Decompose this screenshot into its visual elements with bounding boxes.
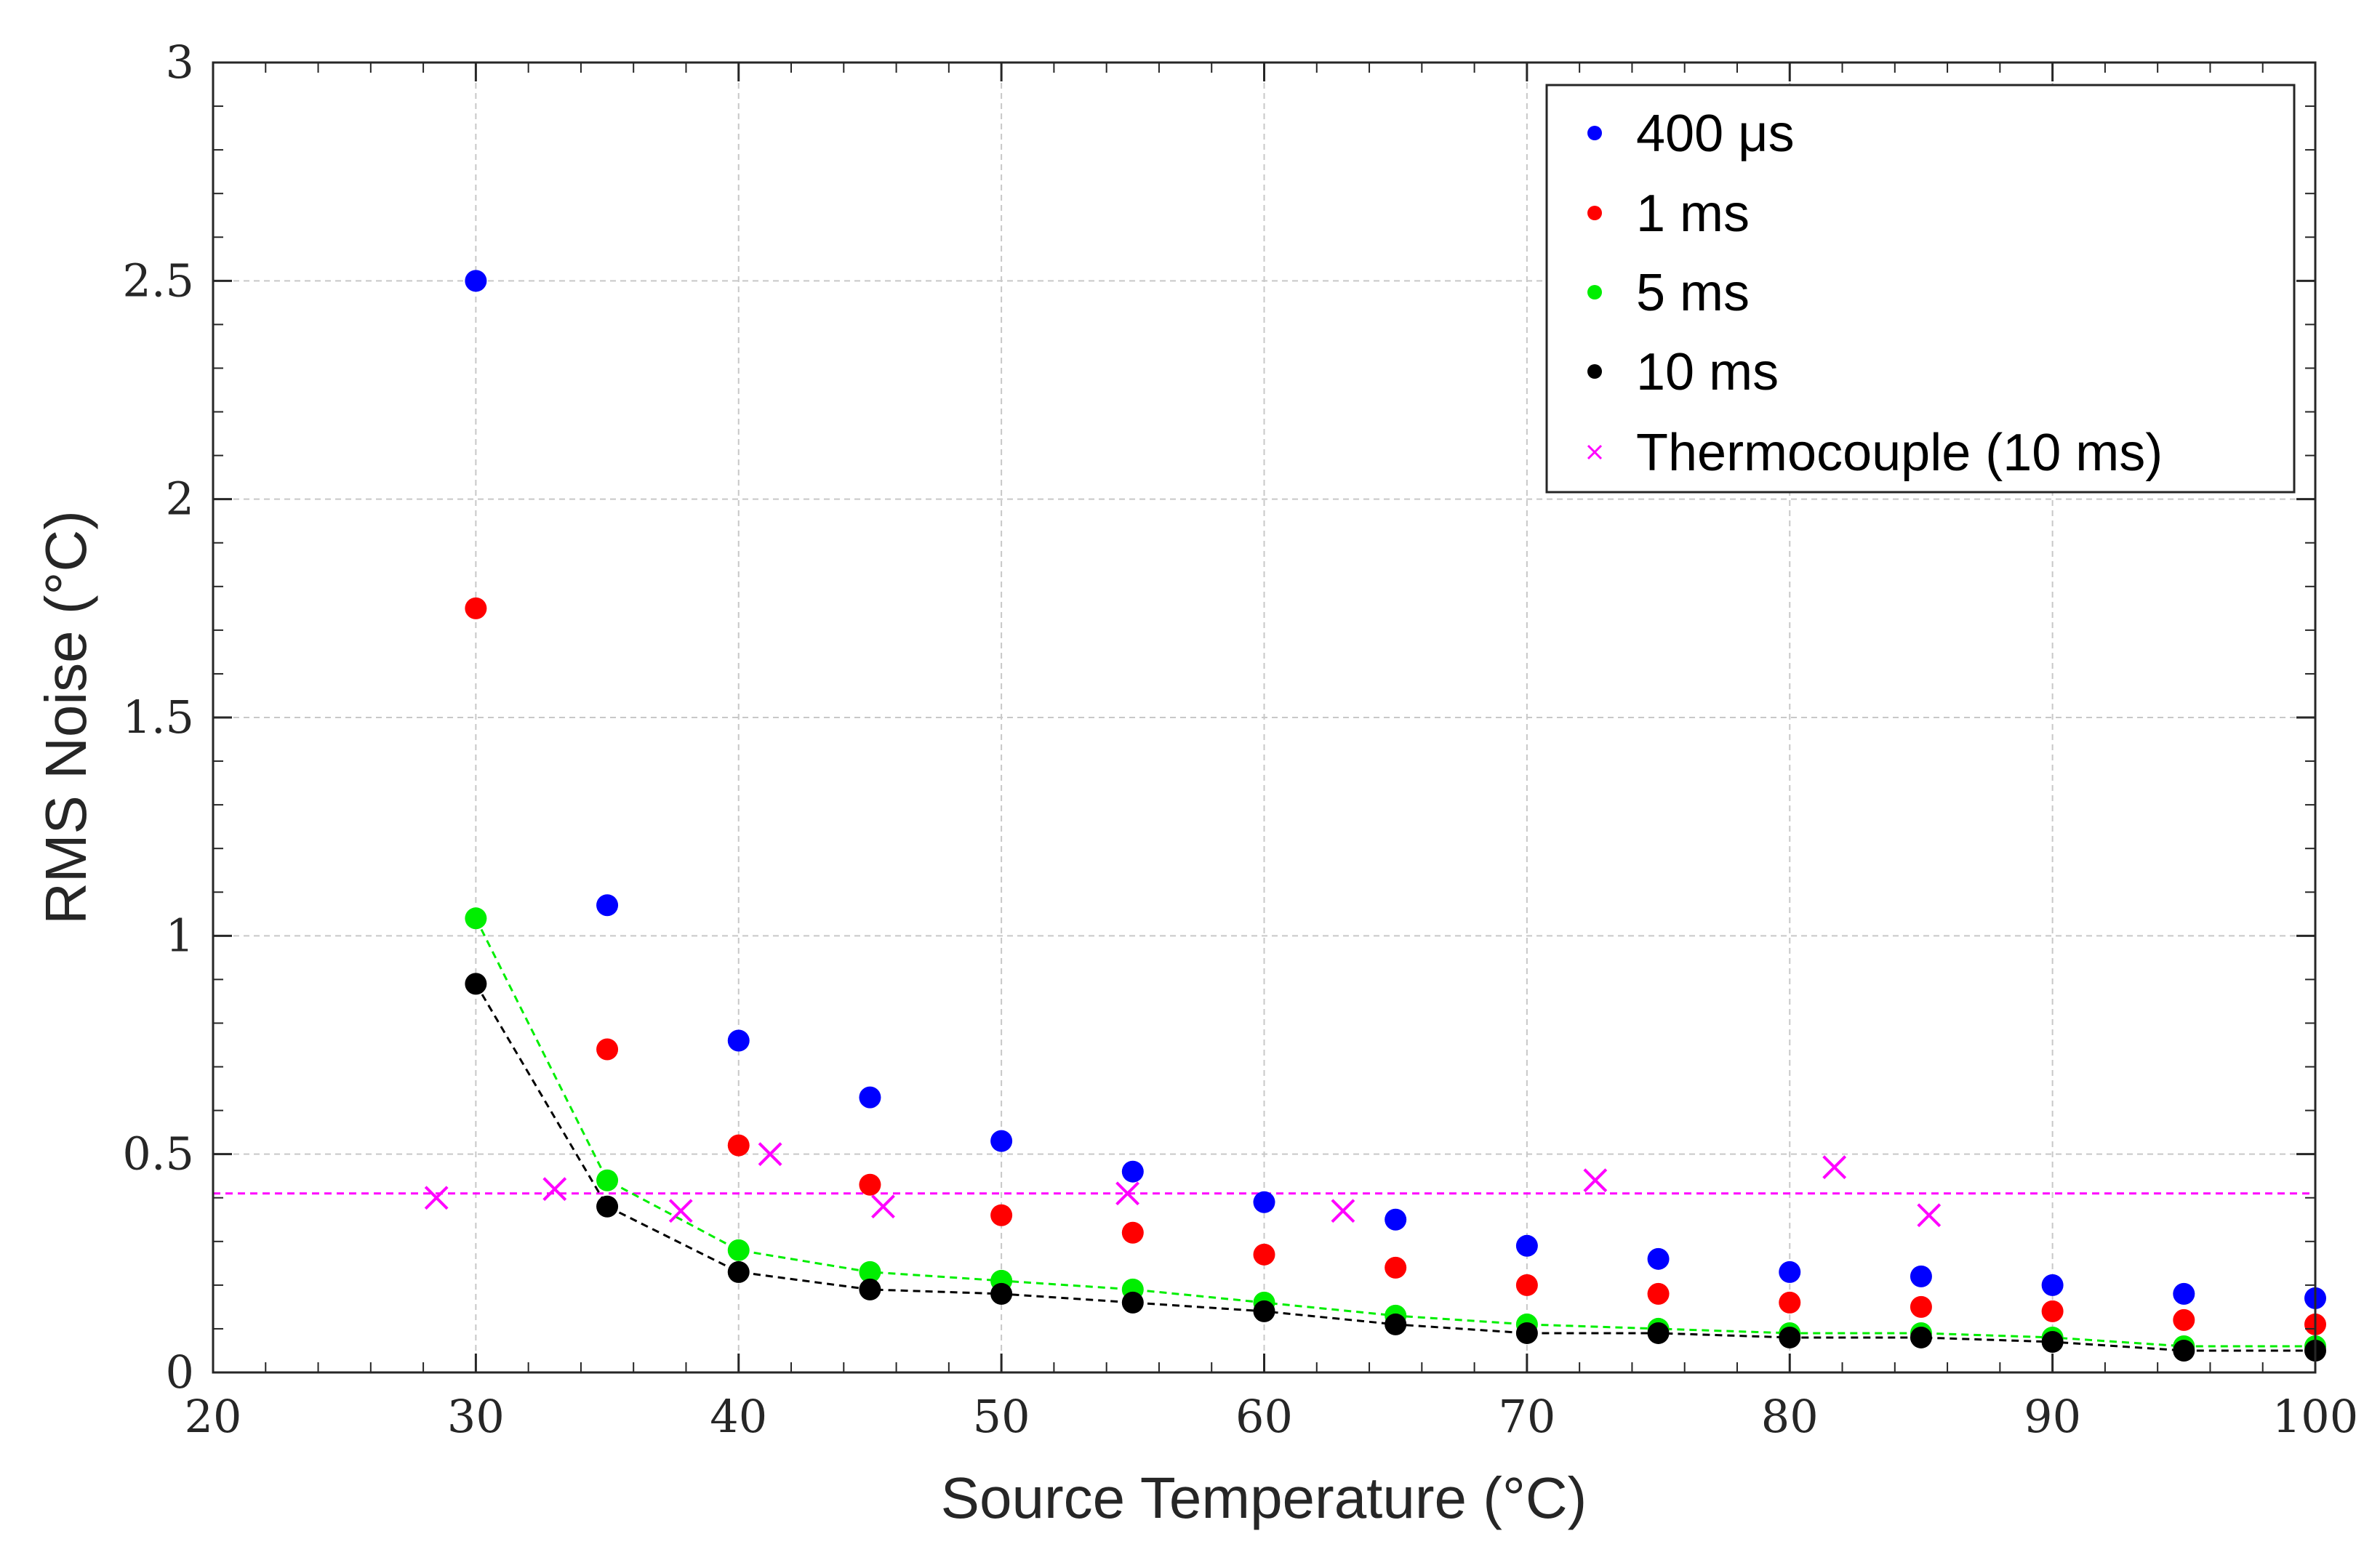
legend: 400 μs 1 ms 5 ms 10 ms Thermocouple (10 ms): [1545, 84, 2296, 494]
data-point-x-marker: [1583, 1168, 1608, 1193]
x-tick-label: 90: [2024, 1390, 2081, 1443]
data-point: [1385, 1256, 1407, 1279]
data-point: [2041, 1300, 2064, 1322]
legend-label: 5 ms: [1636, 264, 1750, 322]
legend-x-marker: [1587, 444, 1603, 460]
data-point: [596, 1195, 619, 1218]
x-tick-label: 40: [710, 1390, 767, 1443]
data-point-x-marker: [542, 1177, 567, 1202]
data-point: [1253, 1300, 1275, 1322]
series-group: [465, 270, 2326, 1309]
x-tick-label: 80: [1761, 1390, 1819, 1443]
ticks: [212, 61, 2317, 1374]
y-tick-label: 1.5: [122, 691, 194, 744]
data-point-x-marker: [424, 1186, 449, 1210]
x-tick-label: 60: [1235, 1390, 1293, 1443]
data-point: [596, 1169, 619, 1191]
legend-marker: [1587, 364, 1602, 379]
data-point: [859, 1261, 881, 1283]
tick-labels: 20 30 40 50 60 70 80 90 100 0 0.5 1 1.5 2 2.5 3: [122, 36, 2358, 1443]
data-point: [2041, 1330, 2064, 1353]
data-point-x-marker: [1917, 1203, 1942, 1228]
y-tick-label: 2.5: [122, 254, 194, 307]
data-point: [1515, 1274, 1538, 1296]
data-point: [1779, 1291, 1801, 1314]
data-point: [2173, 1339, 2195, 1362]
data-point: [2173, 1308, 2195, 1331]
y-tick-label: 0.5: [122, 1127, 194, 1181]
data-point: [990, 1204, 1013, 1226]
series-group: [424, 1142, 1942, 1228]
data-point: [727, 1134, 750, 1157]
data-point: [727, 1239, 750, 1261]
legend-label: 10 ms: [1636, 343, 1779, 401]
data-point: [1121, 1221, 1144, 1244]
data-point: [596, 894, 619, 917]
data-point: [1910, 1326, 1932, 1348]
data-point: [990, 1130, 1013, 1152]
data-point: [859, 1086, 881, 1109]
legend-marker: [1587, 285, 1602, 299]
data-point: [2173, 1282, 2195, 1305]
data-point: [1647, 1282, 1670, 1305]
data-point: [990, 1282, 1013, 1305]
data-point: [465, 270, 487, 292]
series-group: [465, 597, 2326, 1335]
data-point: [1253, 1191, 1275, 1213]
data-point-x-marker: [668, 1199, 693, 1223]
legend-box: [1545, 84, 2296, 494]
data-point: [1910, 1265, 1932, 1287]
legend-marker: [1587, 126, 1602, 140]
y-axis-label: RMS Noise (°C): [33, 510, 98, 925]
x-tick-label: 100: [2272, 1390, 2358, 1443]
data-point: [1779, 1261, 1801, 1283]
data-point: [859, 1173, 881, 1196]
y-tick-label: 1: [166, 909, 194, 962]
legend-label: 1 ms: [1636, 185, 1750, 243]
data-point: [465, 597, 487, 619]
x-tick-label: 50: [973, 1390, 1030, 1443]
data-point: [596, 1038, 619, 1061]
data-point: [1647, 1322, 1670, 1344]
y-tick-label: 0: [166, 1346, 194, 1399]
data-point: [859, 1278, 881, 1300]
data-point: [1385, 1208, 1407, 1231]
data-point: [465, 907, 487, 930]
data-point: [465, 973, 487, 995]
data-point: [1253, 1243, 1275, 1266]
legend-label: 400 μs: [1636, 105, 1795, 163]
x-tick-label: 20: [185, 1390, 242, 1443]
legend-label: Thermocouple (10 ms): [1636, 424, 2163, 482]
data-point: [2041, 1274, 2064, 1296]
data-point: [1121, 1291, 1144, 1314]
data-point: [1647, 1247, 1670, 1270]
legend-marker: [1587, 206, 1602, 220]
data-point-x-marker: [871, 1194, 895, 1219]
data-point: [727, 1261, 750, 1283]
data-point-x-marker: [1331, 1199, 1355, 1223]
x-tick-label: 70: [1498, 1390, 1555, 1443]
data-point: [1515, 1322, 1538, 1344]
data-point: [1910, 1295, 1932, 1318]
x-tick-label: 30: [447, 1390, 505, 1443]
data-point-x-marker: [1822, 1155, 1847, 1180]
y-tick-label: 2: [166, 473, 194, 526]
data-point: [727, 1029, 750, 1052]
data-point-x-marker: [758, 1142, 782, 1167]
y-tick-label: 3: [166, 36, 194, 89]
data-point: [1385, 1313, 1407, 1335]
data-point: [1779, 1326, 1801, 1348]
data-point: [1121, 1160, 1144, 1183]
data-point-x-marker: [1115, 1181, 1139, 1206]
data-point: [1515, 1234, 1538, 1257]
x-axis-label: Source Temperature (°C): [941, 1465, 1587, 1530]
